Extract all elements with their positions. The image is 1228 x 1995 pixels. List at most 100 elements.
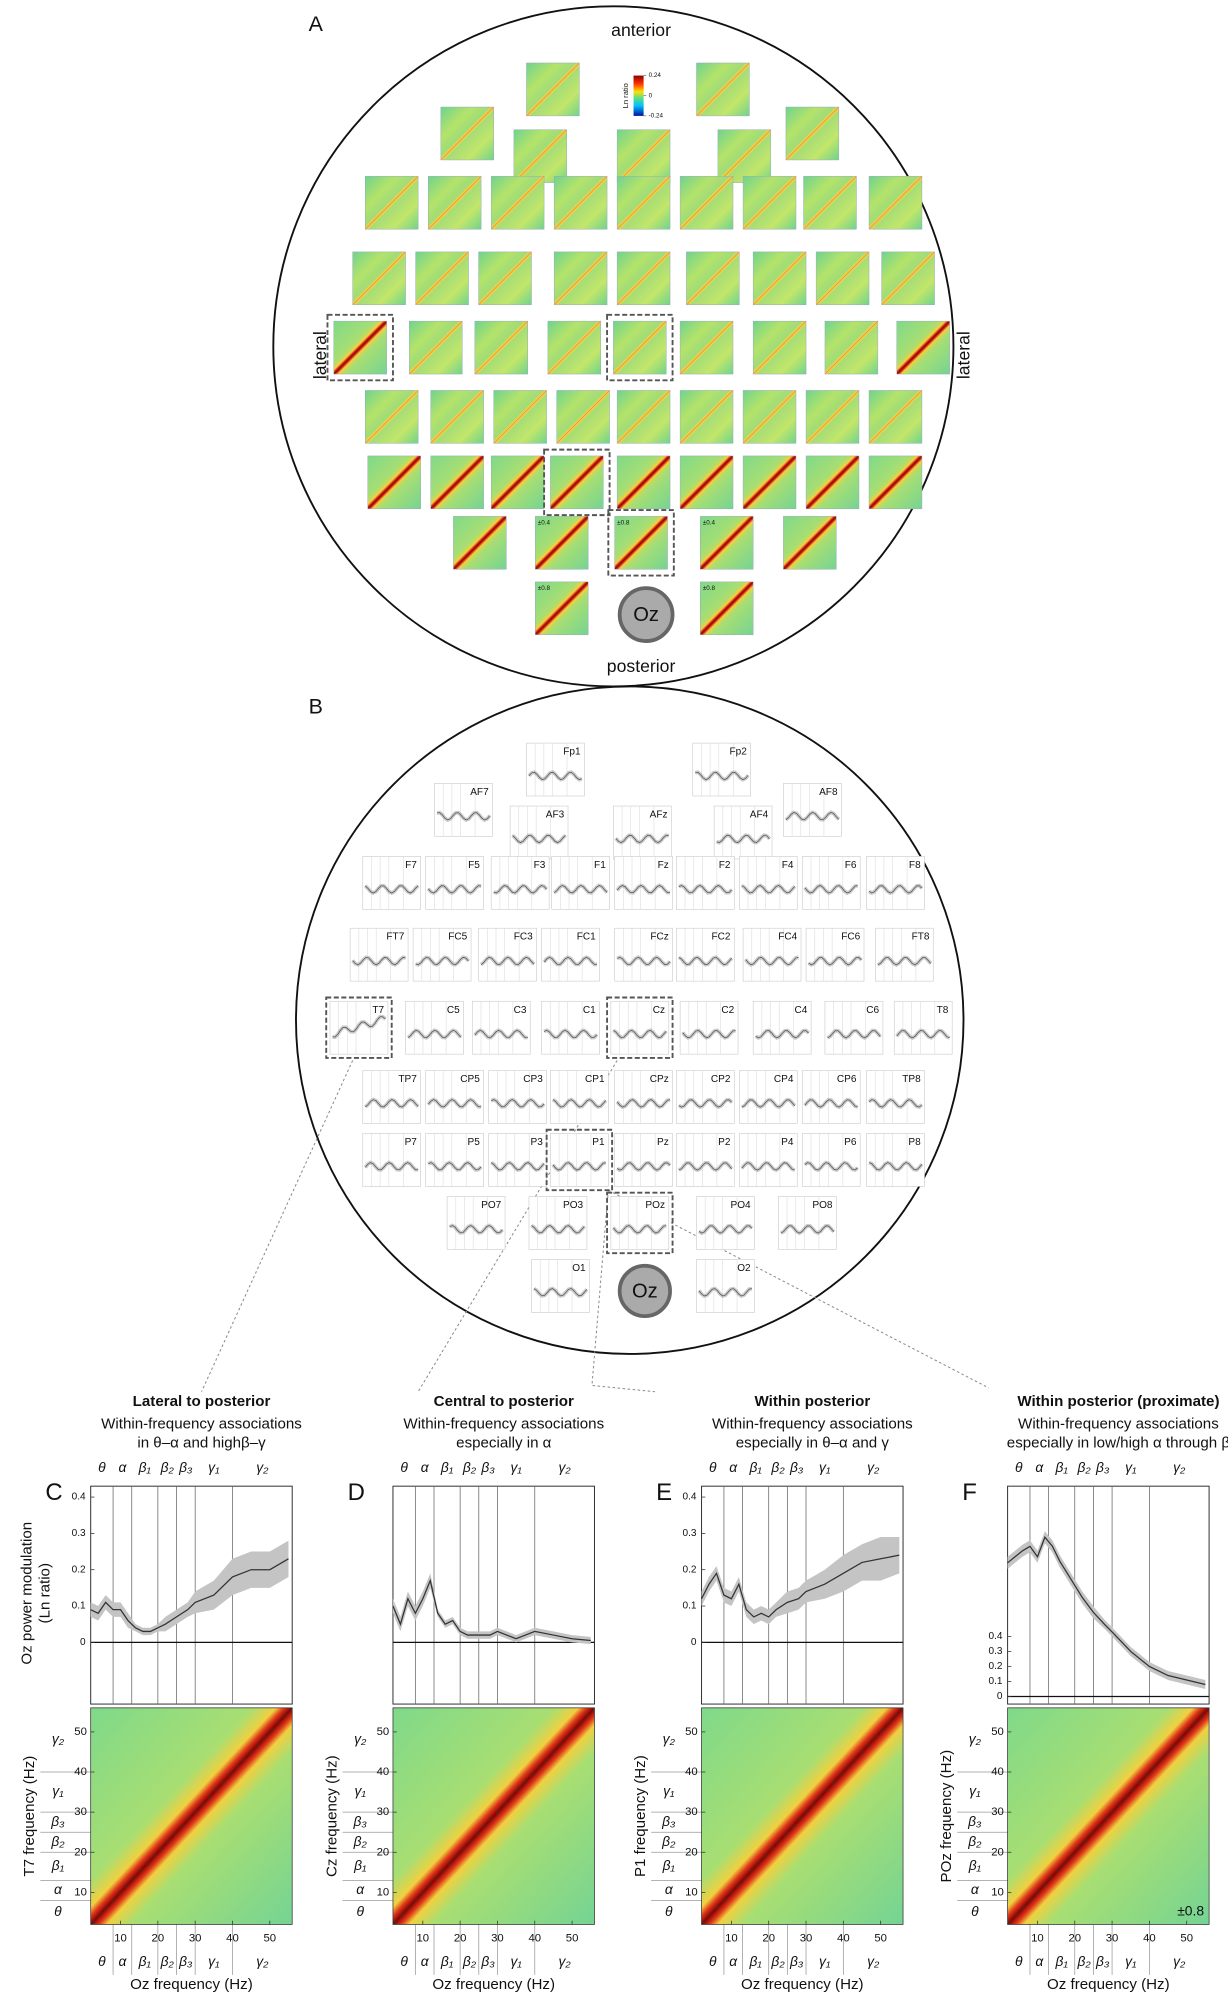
electrode-label: FC6 — [841, 932, 860, 943]
band-label: θ — [356, 1903, 364, 1919]
spectrum-tile — [713, 805, 773, 860]
x-tick-label: 40 — [528, 1932, 541, 1944]
band-label: β₃ — [661, 1813, 676, 1829]
electrode-label: F7 — [405, 860, 417, 871]
tile-curve — [678, 956, 733, 966]
electrode-label: F2 — [719, 860, 731, 871]
correlation-tile — [547, 320, 602, 375]
correlation-tile — [815, 251, 870, 306]
y-tick-label: 30 — [991, 1806, 1004, 1818]
correlation-tile — [415, 251, 469, 306]
x-tick-label: 10 — [114, 1932, 127, 1944]
band-label: β₂ — [770, 1459, 785, 1475]
tile-curve — [407, 1029, 462, 1039]
y-tick-label: 20 — [685, 1846, 698, 1858]
band-label: β₃ — [178, 1459, 193, 1475]
spectrum-tile — [614, 927, 673, 982]
tile-curve — [755, 1030, 809, 1039]
electrode-label: F1 — [594, 860, 606, 871]
x-tick-label: 30 — [800, 1932, 813, 1944]
correlation-tile — [513, 129, 568, 183]
correlation-tile — [474, 320, 528, 375]
x-tick-label: 50 — [1180, 1932, 1193, 1944]
spectrum-tile — [893, 1000, 953, 1055]
panel-label: E — [656, 1479, 672, 1506]
highlight-box — [543, 448, 611, 517]
x-axis-label: Oz frequency (Hz) — [432, 1976, 555, 1993]
x-axis-label: Oz frequency (Hz) — [741, 1976, 864, 1993]
band-label: θ — [709, 1953, 717, 1969]
x-tick-label: 10 — [417, 1932, 430, 1944]
panel-label: A — [309, 12, 324, 36]
electrode-label: CP4 — [774, 1074, 794, 1085]
correlation-tile — [805, 390, 860, 444]
tile-curve — [804, 1162, 858, 1171]
electrode-label: P3 — [531, 1137, 544, 1148]
panel-subtitle: Within-frequency associations — [101, 1415, 302, 1432]
spectrum-tile — [488, 1070, 547, 1124]
correlation-tile — [490, 455, 545, 510]
spectrum-tile — [471, 1000, 531, 1055]
y-axis-label: POz frequency (Hz) — [938, 1750, 955, 1883]
band-label: γ₁ — [1125, 1459, 1137, 1475]
spectrum-tile — [405, 1000, 464, 1055]
x-tick-label: 10 — [1031, 1932, 1044, 1944]
y-tick-label: 40 — [377, 1766, 390, 1778]
x-tick-label: 20 — [454, 1932, 467, 1944]
band-label: β₁ — [662, 1857, 676, 1873]
spectrum-tile — [739, 1070, 798, 1124]
y-tick-label: 20 — [74, 1846, 87, 1858]
x-tick-label: 50 — [264, 1932, 277, 1944]
scale-label: ±0.8 — [1177, 1903, 1204, 1919]
error-band — [1007, 1531, 1206, 1690]
tile-curve — [552, 1099, 607, 1108]
band-label: γ₂ — [663, 1731, 676, 1747]
spectrum-tile — [875, 927, 934, 982]
spectrum-tile — [478, 927, 537, 982]
tile-curve — [698, 1288, 752, 1297]
spectrum-tile — [610, 1196, 670, 1250]
x-tick-label: 50 — [874, 1932, 887, 1944]
correlation-tile — [613, 320, 667, 375]
panel-subtitle: especially in θ–α and γ — [736, 1434, 890, 1451]
tile-curve — [428, 1162, 482, 1171]
spectrum-tile — [550, 1133, 609, 1187]
correlation-tile — [427, 176, 482, 230]
correlation-tile — [352, 251, 406, 306]
tile-curve — [533, 1288, 588, 1297]
electrode-label: FC2 — [711, 932, 730, 943]
identity-diagonal — [701, 1707, 904, 1925]
colorbar-tick-label: 0.24 — [649, 72, 662, 79]
electrode-label: F5 — [468, 860, 480, 871]
electrode-label: P6 — [844, 1137, 857, 1148]
tile-curve — [490, 1162, 545, 1171]
band-label: θ — [98, 1953, 106, 1969]
panel-title: Within posterior — [755, 1393, 871, 1410]
correlation-tile — [614, 516, 668, 570]
correlation-tile — [409, 320, 463, 375]
band-label: α — [421, 1459, 430, 1475]
band-label: θ — [665, 1903, 673, 1919]
tile-curve — [531, 1225, 585, 1234]
y-tick-label: 10 — [991, 1886, 1004, 1898]
band-label: β₁ — [749, 1459, 763, 1475]
tile-curve — [449, 1225, 503, 1234]
tile-curve — [804, 1099, 858, 1108]
colorbar — [633, 75, 644, 116]
electrode-label: AF7 — [470, 787, 489, 798]
plot-frame — [90, 1485, 293, 1705]
panel-title: Lateral to posterior — [133, 1393, 271, 1410]
correlation-tile — [535, 581, 589, 636]
y-tick-label: 40 — [74, 1766, 87, 1778]
band-label: α — [421, 1953, 430, 1969]
panel-label: D — [348, 1479, 365, 1506]
band-label: β₁ — [440, 1953, 454, 1969]
tile-curve — [613, 1225, 667, 1234]
electrode-label: O1 — [572, 1263, 586, 1274]
band-label: β₁ — [138, 1953, 152, 1969]
electrode-label: AF4 — [750, 810, 769, 821]
tile-curve — [616, 1162, 671, 1171]
band-label: γ₁ — [1125, 1953, 1137, 1969]
correlation-tile — [696, 62, 750, 117]
series-line — [1007, 1536, 1206, 1686]
